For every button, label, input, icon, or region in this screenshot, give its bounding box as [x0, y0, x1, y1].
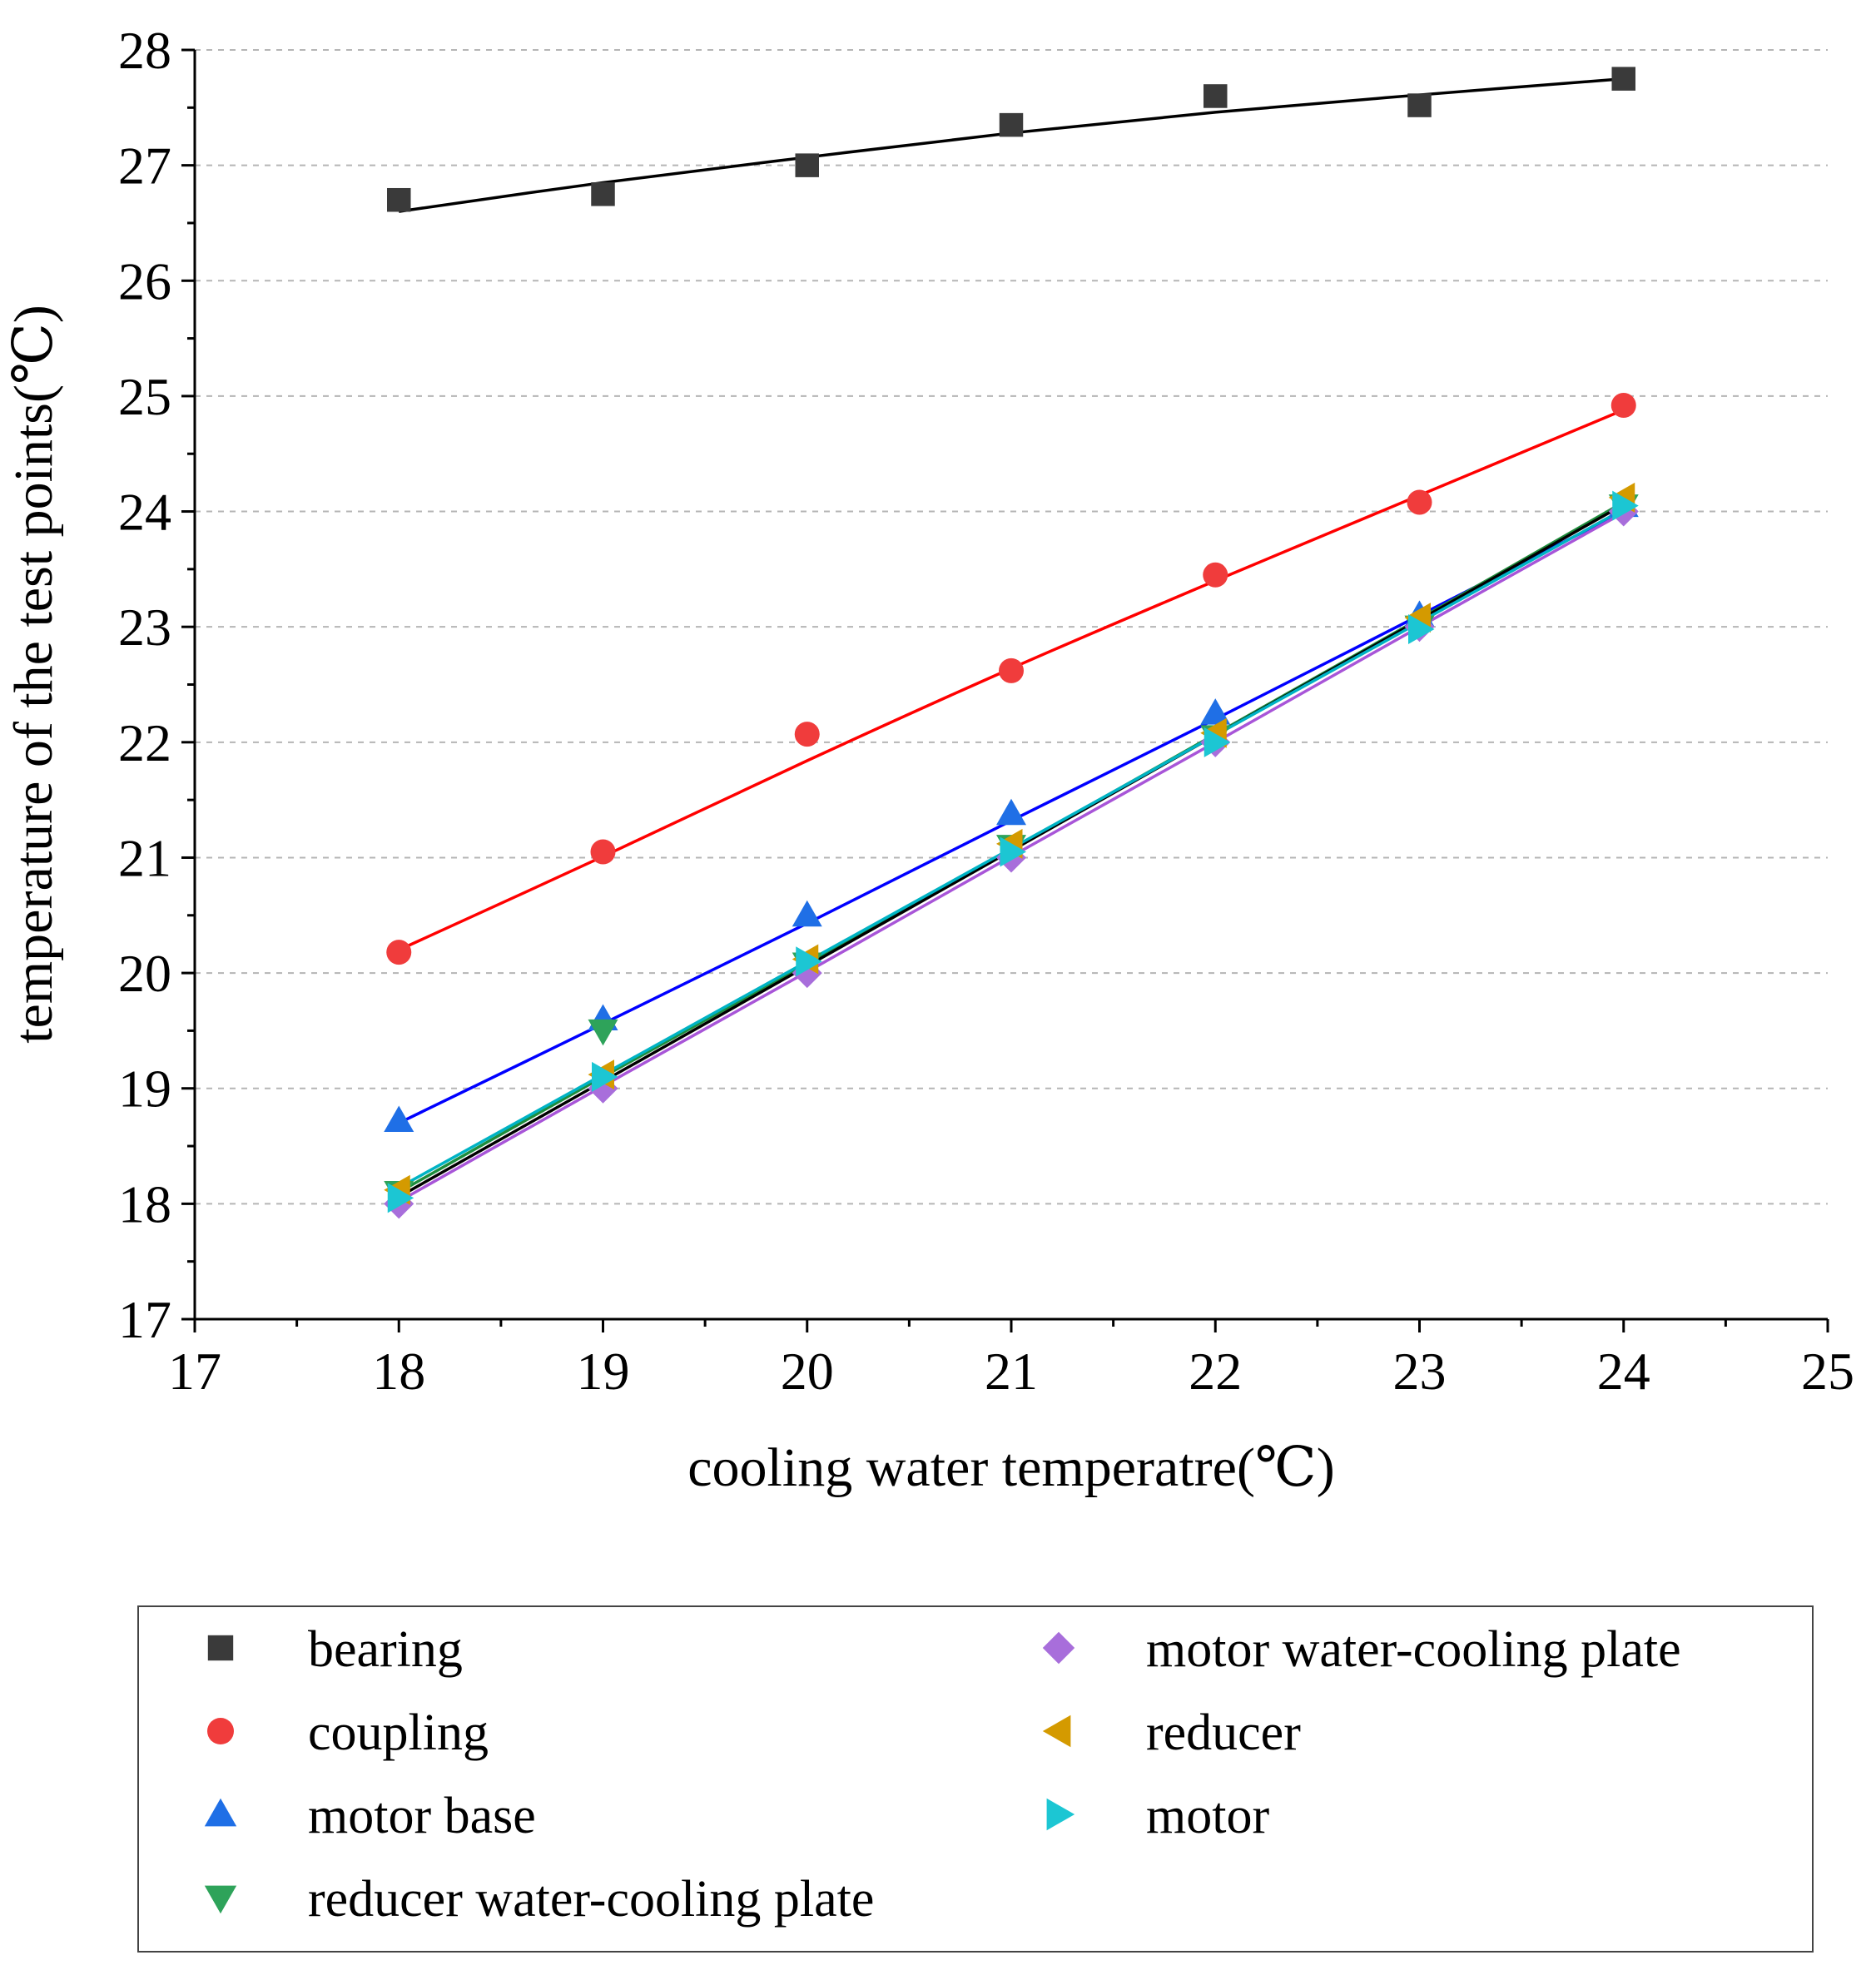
legend-label: bearing: [308, 1621, 463, 1678]
y-tick-label: 23: [118, 598, 171, 657]
y-tick-label: 28: [118, 21, 171, 80]
legend: bearing coupling motor base reducer water-c…: [137, 1605, 1814, 1953]
legend-marker-reducer-water-cooling-plate: [204, 1885, 237, 1914]
y-tick-label: 17: [118, 1290, 171, 1349]
data-point: [387, 1183, 414, 1213]
legend-label: reducer: [1146, 1705, 1301, 1761]
x-tick-label: 21: [985, 1342, 1038, 1401]
legend-marker-bearing: [207, 1635, 234, 1661]
data-point: [999, 657, 1024, 683]
y-tick-label: 25: [118, 367, 171, 426]
y-tick-label: 20: [118, 944, 171, 1003]
data-point: [592, 1061, 618, 1092]
data-point: [796, 946, 822, 977]
data-point: [588, 1019, 618, 1046]
legend-marker-motor-base: [204, 1798, 237, 1827]
series-motor-base: [384, 490, 1639, 1133]
data-point: [386, 940, 412, 965]
legend-label: motor base: [308, 1788, 536, 1844]
data-point: [1610, 393, 1636, 418]
data-point: [387, 187, 411, 212]
legend-marker-motor: [1046, 1798, 1075, 1831]
y-axis-label: temperature of the test points(℃): [3, 305, 64, 1044]
legend-label: coupling: [308, 1705, 489, 1761]
series-motor: [387, 490, 1639, 1213]
y-tick-label: 21: [118, 828, 171, 887]
y-tick-label: 27: [118, 136, 171, 196]
data-markers: [384, 67, 1639, 1219]
data-point: [792, 900, 822, 927]
legend-label: reducer water-cooling plate: [308, 1871, 874, 1928]
x-tick-label: 20: [781, 1342, 834, 1401]
data-point: [1200, 698, 1231, 725]
y-tick-label: 19: [118, 1059, 171, 1119]
x-tick-label: 19: [577, 1342, 630, 1401]
data-point: [384, 1105, 414, 1133]
y-tick-label: 18: [118, 1174, 171, 1233]
axes: 17 18 19 20 21 22 23 24 25 17 18 19 20 21 22 23 24 25 26 27…: [118, 21, 1854, 1401]
data-point: [1407, 93, 1432, 117]
y-tick-label: 22: [118, 713, 171, 772]
data-point: [591, 182, 615, 206]
data-point: [1612, 490, 1639, 521]
grid-layer: [195, 49, 1828, 1205]
fit-line-bearing: [399, 77, 1624, 213]
legend-marker-reducer: [1042, 1714, 1071, 1748]
legend-box: [137, 1605, 1814, 1953]
data-point: [1408, 613, 1435, 644]
x-tick-label: 17: [168, 1342, 221, 1401]
fit-lines: [398, 77, 1625, 1203]
legend-label: motor water-cooling plate: [1146, 1621, 1681, 1678]
x-tick-label: 23: [1393, 1342, 1447, 1401]
y-tick-label: 26: [118, 251, 171, 310]
data-point: [1204, 84, 1228, 108]
y-tick-label: 24: [118, 483, 171, 542]
series-bearing: [387, 67, 1635, 212]
legend-marker-motor-water-cooling-plate: [1042, 1631, 1075, 1665]
data-point: [794, 722, 820, 747]
x-axis-label: cooling water temperatre(℃): [687, 1437, 1334, 1498]
legend-marker-coupling: [207, 1718, 234, 1744]
x-tick-label: 22: [1189, 1342, 1242, 1401]
data-point: [999, 112, 1024, 137]
data-point: [1203, 562, 1228, 588]
series-coupling: [386, 393, 1636, 965]
data-point: [1611, 67, 1635, 91]
data-point: [1000, 836, 1026, 867]
x-tick-label: 24: [1597, 1342, 1650, 1401]
x-tick-label: 25: [1801, 1342, 1854, 1401]
data-point: [1204, 727, 1231, 757]
data-point: [590, 839, 616, 865]
legend-label: motor: [1146, 1788, 1269, 1844]
data-point: [1407, 489, 1432, 515]
data-point: [795, 153, 819, 177]
x-tick-label: 18: [372, 1342, 425, 1401]
data-point: [996, 798, 1026, 826]
